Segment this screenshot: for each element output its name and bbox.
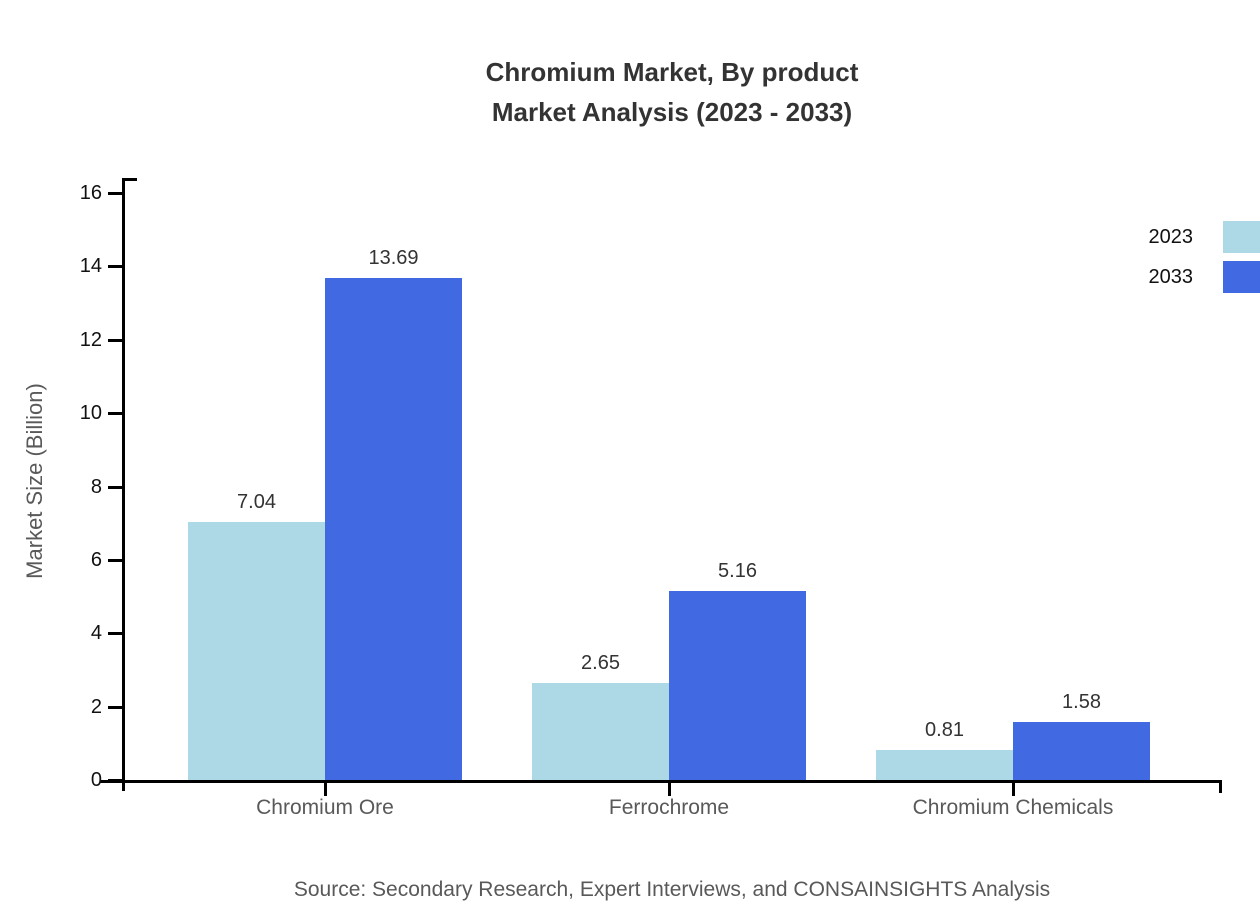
y-tick (108, 485, 122, 489)
legend-swatch-2033 (1223, 261, 1260, 293)
chart-title-line2: Market Analysis (2023 - 2033) (491, 97, 853, 127)
y-tick (108, 632, 122, 636)
bar-2023-chromium-ore (188, 521, 325, 780)
y-tick (108, 558, 122, 562)
y-tick-label: 14 (79, 255, 102, 278)
value-label-2033-ferrochrome: 5.16 (718, 559, 757, 582)
value-label-2033-chromium-ore: 13.69 (368, 246, 419, 269)
y-tick (108, 265, 122, 269)
value-label-2023-ferrochrome: 2.65 (581, 651, 620, 674)
y-tick-label: 8 (90, 475, 102, 498)
source-note: Source: Secondary Research, Expert Inter… (293, 878, 1051, 901)
chart-title-line1: Chromium Market, By product (485, 57, 859, 87)
legend-swatch-2023 (1223, 221, 1260, 253)
bar-2033-chromium-ore (325, 277, 462, 780)
y-tick-label: 10 (79, 402, 102, 425)
bar-2023-chromium-chemicals (876, 750, 1013, 780)
value-label-2023-chromium-ore: 7.04 (237, 490, 276, 513)
y-tick-label: 6 (90, 548, 102, 571)
y-axis-line (122, 178, 125, 791)
y-tick-label: 16 (79, 182, 102, 204)
category-label: Chromium Chemicals (912, 796, 1114, 819)
y-tick (108, 412, 122, 416)
x-axis-line (100, 780, 1222, 783)
y-axis-end-cap (122, 178, 137, 181)
x-tick (324, 783, 327, 796)
bar-2033-ferrochrome (669, 590, 806, 780)
category-label: Chromium Ore (256, 796, 394, 819)
y-tick-label: 2 (90, 695, 102, 718)
x-tick (668, 783, 671, 796)
bar-2023-ferrochrome (532, 682, 669, 780)
y-tick-label: 12 (79, 328, 102, 351)
x-tick (1012, 783, 1015, 796)
y-tick (108, 705, 122, 709)
value-label-2033-chromium-chemicals: 1.58 (1062, 691, 1101, 714)
y-tick (108, 192, 122, 195)
legend-label-2023: 2023 (1148, 226, 1194, 248)
category-label: Ferrochrome (608, 796, 730, 819)
bar-2033-chromium-chemicals (1013, 722, 1150, 780)
y-tick-label: 4 (90, 622, 102, 645)
y-tick-label: 0 (90, 769, 102, 791)
chart-title: Chromium Market, By product Market Analy… (122, 52, 1222, 132)
y-tick (108, 779, 122, 782)
legend-label-2033: 2033 (1148, 266, 1194, 288)
x-axis-end-cap (1219, 780, 1222, 793)
y-tick (108, 338, 122, 342)
value-label-2023-chromium-chemicals: 0.81 (925, 719, 964, 742)
